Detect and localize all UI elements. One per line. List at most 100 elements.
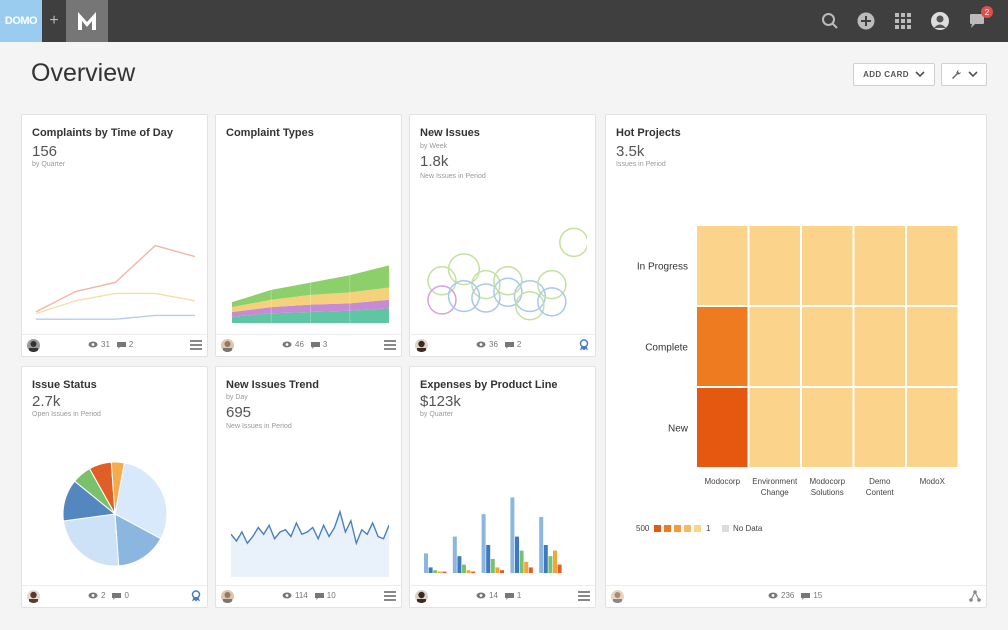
heatmap-cell[interactable] bbox=[749, 226, 801, 305]
heatmap-cell[interactable] bbox=[907, 388, 958, 467]
card-stats: 14 1 bbox=[476, 591, 521, 600]
pie-slice-6[interactable] bbox=[110, 461, 125, 515]
legend-min-label: 1 bbox=[706, 524, 711, 533]
owner-avatar[interactable] bbox=[27, 590, 40, 603]
certified-badge-icon[interactable] bbox=[578, 339, 590, 351]
bar[interactable] bbox=[466, 570, 471, 573]
owner-avatar[interactable] bbox=[611, 590, 624, 603]
bubble-chart bbox=[427, 227, 587, 321]
bar[interactable] bbox=[557, 564, 562, 573]
lineage-icon[interactable] bbox=[969, 590, 981, 602]
heatmap-cell[interactable] bbox=[749, 388, 801, 467]
heatmap-cell[interactable] bbox=[907, 226, 958, 305]
bar[interactable] bbox=[510, 497, 515, 573]
heatmap-cell[interactable] bbox=[854, 388, 906, 467]
heatmap-cell[interactable] bbox=[854, 307, 906, 386]
comments-count: 2 bbox=[128, 340, 134, 349]
trend-area-fill bbox=[231, 511, 389, 577]
bar[interactable] bbox=[452, 536, 457, 573]
bar[interactable] bbox=[486, 545, 491, 573]
bar[interactable] bbox=[548, 556, 553, 573]
card-title: Expenses by Product Line bbox=[420, 379, 558, 391]
pie-slice-0[interactable] bbox=[114, 462, 168, 540]
table-view-icon[interactable] bbox=[578, 590, 590, 602]
summary-value: 156 bbox=[32, 143, 58, 160]
heatmap-cell[interactable] bbox=[697, 388, 748, 467]
comments-icon bbox=[801, 592, 811, 600]
heatmap-cell[interactable] bbox=[802, 388, 853, 467]
bar[interactable] bbox=[424, 553, 428, 573]
bar[interactable] bbox=[481, 514, 486, 573]
heatmap-cell[interactable] bbox=[802, 307, 853, 386]
owner-avatar[interactable] bbox=[415, 590, 428, 603]
bar[interactable] bbox=[490, 559, 495, 573]
apps-grid-icon[interactable] bbox=[892, 10, 914, 32]
heatmap-cell[interactable] bbox=[749, 307, 801, 386]
heatmap-cell[interactable] bbox=[854, 226, 906, 305]
card-stats: 31 2 bbox=[88, 340, 133, 349]
bar[interactable] bbox=[437, 571, 442, 573]
bubble-point-5 bbox=[537, 269, 567, 300]
pie-slice-2[interactable] bbox=[62, 513, 120, 567]
bar-chart bbox=[424, 497, 562, 573]
m-logo[interactable] bbox=[66, 0, 108, 42]
bar[interactable] bbox=[519, 550, 524, 573]
card-complaint-types[interactable]: Complaint Types 46 3 bbox=[215, 114, 402, 357]
card-footer: 2 0 bbox=[22, 585, 207, 607]
bar[interactable] bbox=[515, 536, 519, 573]
card-title: Complaints by Time of Day bbox=[32, 127, 173, 139]
views-icon bbox=[476, 341, 486, 348]
add-card-button[interactable]: ADD CARD bbox=[853, 63, 935, 86]
card-expenses-by-product-line[interactable]: Expenses by Product Line $123k by Quarte… bbox=[409, 366, 596, 608]
bar[interactable] bbox=[528, 567, 533, 573]
page-settings-button[interactable] bbox=[941, 63, 987, 86]
bar[interactable] bbox=[500, 570, 504, 573]
bar[interactable] bbox=[524, 561, 529, 573]
bar[interactable] bbox=[457, 556, 462, 573]
card-new-issues-trend[interactable]: New Issues Trend by Day 695 New Issues i… bbox=[215, 366, 402, 608]
owner-avatar[interactable] bbox=[221, 339, 234, 352]
owner-avatar[interactable] bbox=[27, 339, 40, 352]
chat-icon[interactable]: 2 bbox=[967, 6, 993, 32]
card-title: New Issues Trend bbox=[226, 379, 319, 391]
bubble-point-10 bbox=[493, 266, 523, 296]
heatmap-cell[interactable] bbox=[697, 226, 748, 305]
bubble-point-3 bbox=[493, 277, 523, 308]
table-view-icon[interactable] bbox=[384, 339, 396, 351]
views-count: 36 bbox=[489, 340, 498, 349]
bar[interactable] bbox=[539, 517, 544, 573]
search-icon[interactable] bbox=[819, 10, 841, 32]
owner-avatar[interactable] bbox=[415, 339, 428, 352]
heatmap-cell[interactable] bbox=[802, 226, 853, 305]
card-issue-status[interactable]: Issue Status 2.7k Open Issues in Period … bbox=[21, 366, 208, 608]
card-new-issues[interactable]: New Issues by Week 1.8k New Issues in Pe… bbox=[409, 114, 596, 357]
comments-count: 0 bbox=[124, 591, 129, 600]
card-complaints-by-time-of-day[interactable]: Complaints by Time of Day 156 by Quarter… bbox=[21, 114, 208, 357]
bar[interactable] bbox=[471, 571, 476, 573]
owner-avatar[interactable] bbox=[221, 590, 234, 603]
bar[interactable] bbox=[442, 571, 447, 573]
table-view-icon[interactable] bbox=[190, 339, 202, 351]
bar[interactable] bbox=[462, 564, 466, 573]
heatmap-cell[interactable] bbox=[697, 307, 748, 386]
bubble-point-9 bbox=[471, 283, 501, 313]
bar[interactable] bbox=[543, 545, 548, 573]
area-series-2 bbox=[232, 287, 389, 312]
bar[interactable] bbox=[495, 567, 500, 573]
summary-value-label: Issues in Period bbox=[616, 161, 666, 168]
table-view-icon[interactable] bbox=[384, 590, 396, 602]
add-icon[interactable] bbox=[855, 10, 877, 32]
bar[interactable] bbox=[553, 550, 557, 573]
card-title: Hot Projects bbox=[616, 127, 681, 139]
pie-slice-1[interactable] bbox=[114, 513, 162, 567]
bar[interactable] bbox=[428, 567, 433, 573]
domo-logo[interactable]: DOMO bbox=[0, 0, 42, 42]
legend-no-data-label: No Data bbox=[733, 524, 763, 533]
profile-avatar[interactable] bbox=[929, 10, 951, 32]
heatmap-cell[interactable] bbox=[907, 307, 958, 386]
card-hot-projects[interactable]: Hot Projects 3.5k Issues in Period In Pr… bbox=[605, 114, 987, 608]
card-stats: 46 3 bbox=[282, 340, 327, 349]
bar[interactable] bbox=[433, 570, 438, 573]
summary-value: 1.8k bbox=[420, 153, 449, 170]
certified-badge-icon[interactable] bbox=[190, 590, 202, 602]
